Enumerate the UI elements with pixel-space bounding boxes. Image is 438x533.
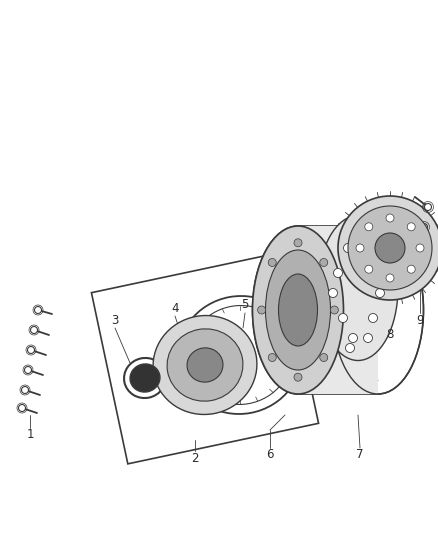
Circle shape xyxy=(294,239,302,247)
Circle shape xyxy=(18,405,25,411)
Circle shape xyxy=(320,259,328,266)
Circle shape xyxy=(268,353,276,361)
Text: 3: 3 xyxy=(111,313,119,327)
Text: 1: 1 xyxy=(26,429,34,441)
Ellipse shape xyxy=(187,348,223,382)
Circle shape xyxy=(368,244,378,253)
Circle shape xyxy=(346,343,354,352)
Ellipse shape xyxy=(318,215,398,360)
Circle shape xyxy=(268,259,276,266)
Circle shape xyxy=(21,386,28,393)
Circle shape xyxy=(356,244,364,252)
Text: 8: 8 xyxy=(386,328,394,342)
Circle shape xyxy=(414,264,421,271)
Circle shape xyxy=(294,373,302,381)
Circle shape xyxy=(328,288,338,297)
Text: 6: 6 xyxy=(266,448,274,462)
Circle shape xyxy=(420,223,427,230)
Ellipse shape xyxy=(265,250,331,370)
Circle shape xyxy=(25,367,32,374)
Circle shape xyxy=(35,306,42,313)
Ellipse shape xyxy=(252,226,343,394)
Circle shape xyxy=(31,327,38,334)
Text: 5: 5 xyxy=(241,298,249,311)
Circle shape xyxy=(353,229,363,238)
Circle shape xyxy=(339,313,347,322)
Circle shape xyxy=(330,306,339,314)
Circle shape xyxy=(365,265,373,273)
Ellipse shape xyxy=(338,196,438,300)
Circle shape xyxy=(333,269,343,278)
Ellipse shape xyxy=(130,364,160,392)
Circle shape xyxy=(386,214,394,222)
Circle shape xyxy=(417,245,424,252)
Circle shape xyxy=(407,223,415,231)
Circle shape xyxy=(374,263,382,272)
Circle shape xyxy=(365,223,373,231)
Ellipse shape xyxy=(167,329,243,401)
Circle shape xyxy=(320,353,328,361)
Circle shape xyxy=(368,313,378,322)
Ellipse shape xyxy=(279,274,318,346)
Text: 7: 7 xyxy=(356,448,364,462)
Circle shape xyxy=(349,334,357,343)
Circle shape xyxy=(343,244,353,253)
Ellipse shape xyxy=(153,316,257,415)
Circle shape xyxy=(416,244,424,252)
Circle shape xyxy=(386,274,394,282)
Circle shape xyxy=(375,288,385,297)
Circle shape xyxy=(407,265,415,273)
Text: 4: 4 xyxy=(171,302,179,314)
Text: 2: 2 xyxy=(191,451,199,464)
Circle shape xyxy=(364,334,372,343)
Polygon shape xyxy=(298,226,378,394)
Circle shape xyxy=(258,306,265,314)
Circle shape xyxy=(28,346,35,353)
Ellipse shape xyxy=(348,206,432,290)
Ellipse shape xyxy=(124,358,166,398)
Circle shape xyxy=(375,233,405,263)
Circle shape xyxy=(424,204,431,211)
Polygon shape xyxy=(92,252,318,464)
Text: 9: 9 xyxy=(416,313,424,327)
